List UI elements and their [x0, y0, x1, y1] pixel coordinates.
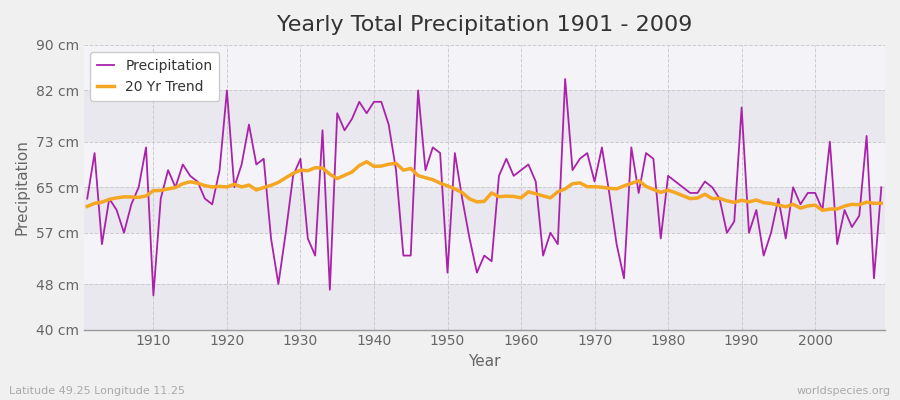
20 Yr Trend — [302, 168, 313, 173]
Precipitation — [618, 276, 629, 281]
Bar — [84, 284, 885, 330]
Bar — [84, 45, 885, 90]
20 Yr Trend — [140, 194, 151, 198]
Bar — [84, 187, 885, 233]
20 Yr Trend — [876, 201, 886, 206]
Precipitation — [876, 185, 886, 190]
Title: Yearly Total Precipitation 1901 - 2009: Yearly Total Precipitation 1901 - 2009 — [276, 15, 692, 35]
20 Yr Trend — [516, 196, 526, 200]
Precipitation — [354, 100, 364, 104]
Precipitation — [310, 253, 320, 258]
Bar — [84, 142, 885, 187]
Precipitation — [560, 77, 571, 82]
X-axis label: Year: Year — [468, 354, 500, 369]
Text: worldspecies.org: worldspecies.org — [796, 386, 891, 396]
Text: Latitude 49.25 Longitude 11.25: Latitude 49.25 Longitude 11.25 — [9, 386, 185, 396]
Bar — [84, 233, 885, 284]
Bar — [84, 90, 885, 142]
20 Yr Trend — [346, 170, 357, 174]
Precipitation — [82, 196, 93, 201]
Line: Precipitation: Precipitation — [87, 79, 881, 296]
Y-axis label: Precipitation: Precipitation — [15, 139, 30, 235]
Precipitation — [523, 162, 534, 167]
Precipitation — [516, 168, 526, 172]
Precipitation — [140, 145, 151, 150]
Precipitation — [148, 293, 158, 298]
Line: 20 Yr Trend: 20 Yr Trend — [87, 162, 881, 210]
20 Yr Trend — [611, 186, 622, 191]
Legend: Precipitation, 20 Yr Trend: Precipitation, 20 Yr Trend — [91, 52, 220, 101]
20 Yr Trend — [523, 190, 534, 194]
20 Yr Trend — [817, 208, 828, 213]
20 Yr Trend — [361, 159, 372, 164]
20 Yr Trend — [82, 204, 93, 209]
